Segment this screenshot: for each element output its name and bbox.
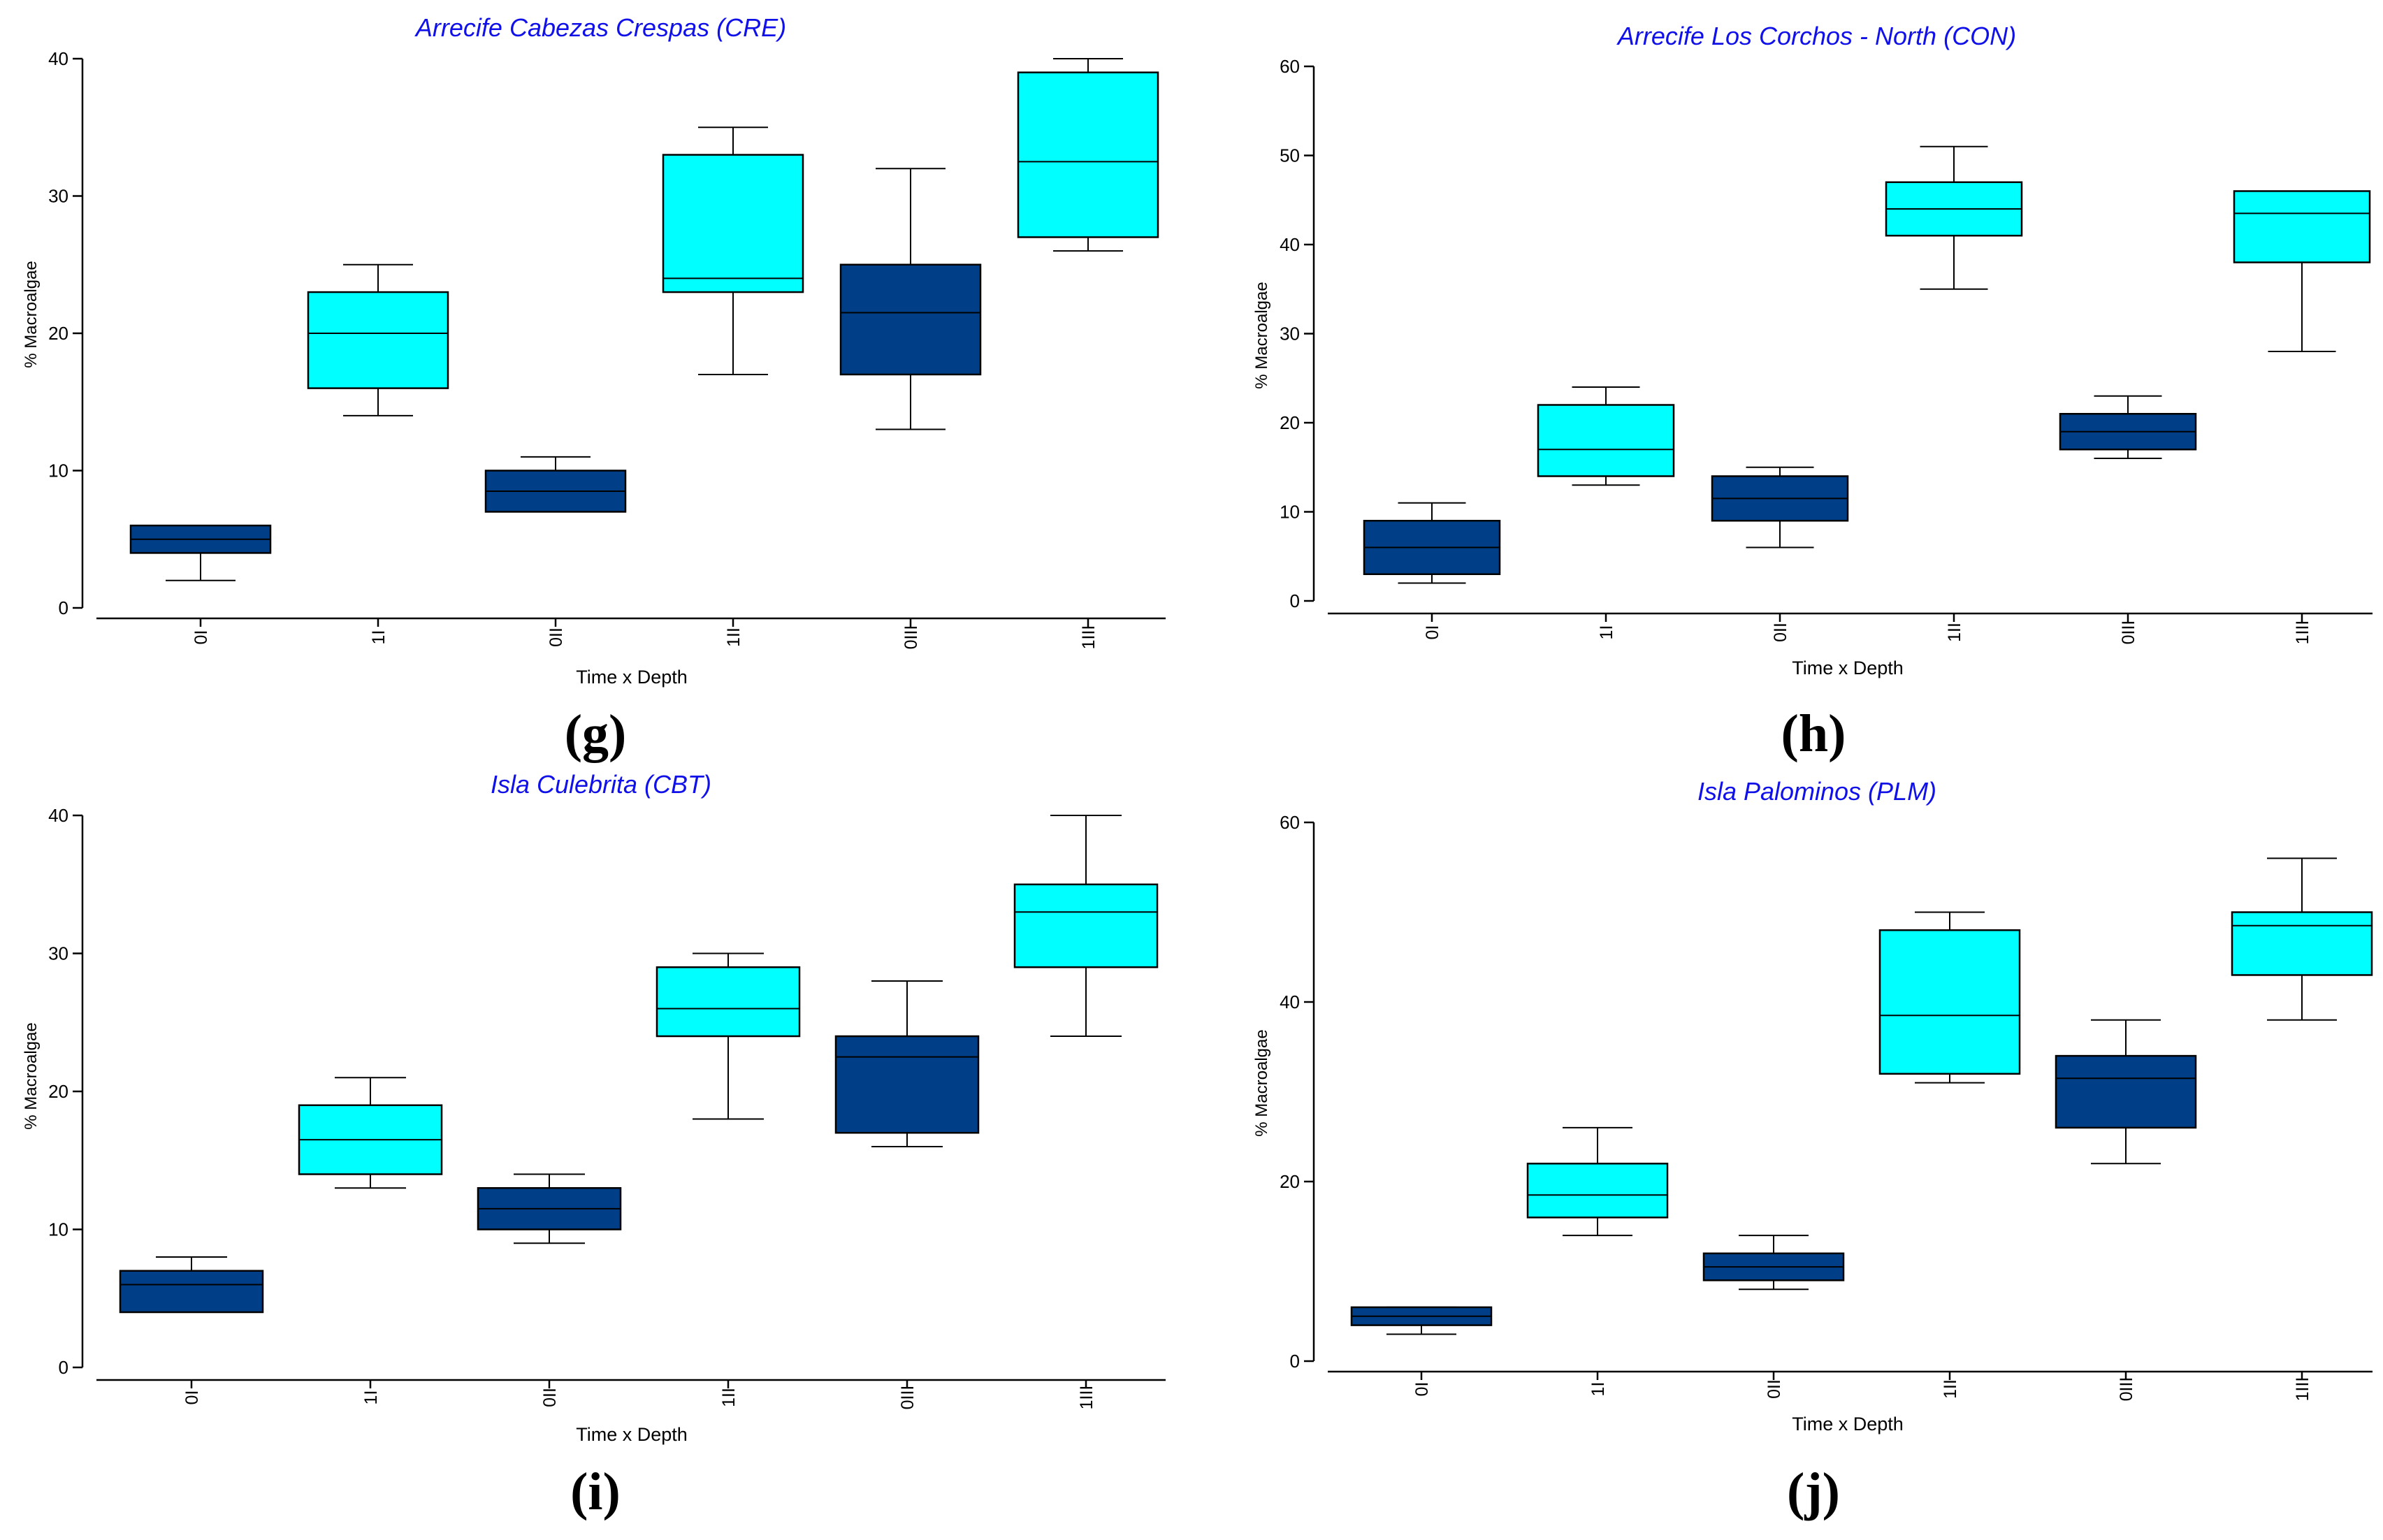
x-tick-label: 0I: [1423, 625, 1442, 640]
y-tick-label: 10: [48, 460, 68, 481]
x-tick-label: 1III: [2293, 1377, 2312, 1402]
y-tick-label: 0: [1290, 1351, 1300, 1372]
x-axis-label: Time x Depth: [576, 1424, 688, 1445]
y-tick-label: 30: [48, 186, 68, 207]
x-axis-label: Time x Depth: [576, 667, 688, 688]
panel-h: Arrecife Los Corchos - North (CON) % Mac…: [1252, 22, 2373, 763]
box-0III: [2055, 1054, 2197, 1129]
x-tick-label: 0I: [191, 630, 211, 645]
y-axis-label: % Macroalgae: [22, 1022, 41, 1129]
x-tick-label: 0II: [1771, 623, 1790, 642]
y-tick-label: 50: [1280, 145, 1300, 166]
y-tick-label: 20: [48, 323, 68, 344]
x-tick-label: 1II: [724, 627, 744, 647]
chart-title: Isla Palominos (PLM): [1697, 777, 1936, 806]
x-tick-label: 1I: [369, 630, 389, 645]
y-axis-label: % Macroalgae: [1252, 282, 1271, 388]
x-tick-label: 0III: [898, 1386, 918, 1410]
y-tick-label: 30: [1280, 324, 1300, 344]
x-tick-label: 0II: [1765, 1379, 1784, 1399]
box-1III: [2233, 190, 2371, 263]
box-1II: [655, 966, 801, 1038]
x-tick-label: 1I: [361, 1390, 381, 1405]
x-axis-label: Time x Depth: [1792, 658, 1904, 678]
x-tick-label: 0III: [901, 625, 921, 650]
box-0III: [839, 263, 982, 376]
x-tick-label: 1II: [1941, 1379, 1960, 1399]
box-1III: [2231, 911, 2373, 976]
box-1III: [1013, 883, 1159, 968]
y-tick-label: 0: [1290, 590, 1300, 611]
y-tick-label: 60: [1280, 56, 1300, 77]
y-tick-label: 10: [1280, 502, 1300, 523]
x-tick-label: 1I: [1597, 625, 1616, 640]
panel-label: (j): [1787, 1462, 1840, 1521]
y-tick-label: 40: [48, 805, 68, 826]
x-tick-label: 1II: [719, 1388, 739, 1407]
x-tick-label: 1III: [1077, 1386, 1096, 1410]
chart-title: Isla Culebrita (CBT): [491, 770, 711, 799]
x-tick-label: 1I: [1588, 1382, 1608, 1397]
panel-j: Isla Palominos (PLM) % Macroalgae Time x…: [1252, 777, 2373, 1521]
panel-label: (g): [565, 704, 627, 763]
x-tick-label: 1II: [1945, 623, 1964, 642]
y-tick-label: 40: [1280, 234, 1300, 255]
y-tick-label: 60: [1280, 812, 1300, 833]
box-0I: [119, 1270, 264, 1314]
y-tick-label: 40: [1280, 991, 1300, 1012]
panel-g: Arrecife Cabezas Crespas (CRE) % Macroal…: [22, 13, 1166, 763]
box-0III: [834, 1035, 980, 1134]
y-tick-label: 20: [1280, 412, 1300, 433]
x-tick-label: 0I: [182, 1390, 202, 1405]
x-tick-label: 1III: [1079, 625, 1099, 650]
box-1I: [307, 291, 449, 389]
box-1II: [662, 154, 804, 293]
y-tick-label: 0: [59, 597, 68, 618]
y-axis-label: % Macroalgae: [1252, 1029, 1271, 1136]
y-tick-label: 0: [59, 1357, 68, 1378]
y-tick-label: 10: [48, 1219, 68, 1240]
y-tick-label: 20: [1280, 1171, 1300, 1192]
x-axis-label: Time x Depth: [1792, 1414, 1904, 1434]
x-tick-label: 0III: [2117, 1377, 2136, 1402]
chart-title: Arrecife Los Corchos - North (CON): [1616, 22, 2016, 50]
y-axis-label: % Macroalgae: [22, 261, 41, 368]
y-tick-label: 20: [48, 1081, 68, 1102]
x-tick-label: 0III: [2119, 620, 2138, 645]
chart-title: Arrecife Cabezas Crespas (CRE): [414, 13, 786, 42]
x-tick-label: 0I: [1412, 1382, 1432, 1397]
box-1III: [1017, 71, 1159, 238]
panel-i: Isla Culebrita (CBT) % Macroalgae Time x…: [22, 770, 1166, 1521]
y-tick-label: 40: [48, 48, 68, 69]
y-tick-label: 30: [48, 943, 68, 964]
box-1II: [1878, 929, 2021, 1075]
x-tick-label: 0II: [546, 627, 566, 647]
box-1I: [1526, 1163, 1669, 1219]
box-1I: [1537, 404, 1675, 477]
x-tick-label: 0II: [540, 1388, 560, 1407]
panel-label: (i): [570, 1462, 621, 1521]
x-tick-label: 1III: [2293, 620, 2312, 645]
panel-label: (h): [1781, 704, 1846, 763]
